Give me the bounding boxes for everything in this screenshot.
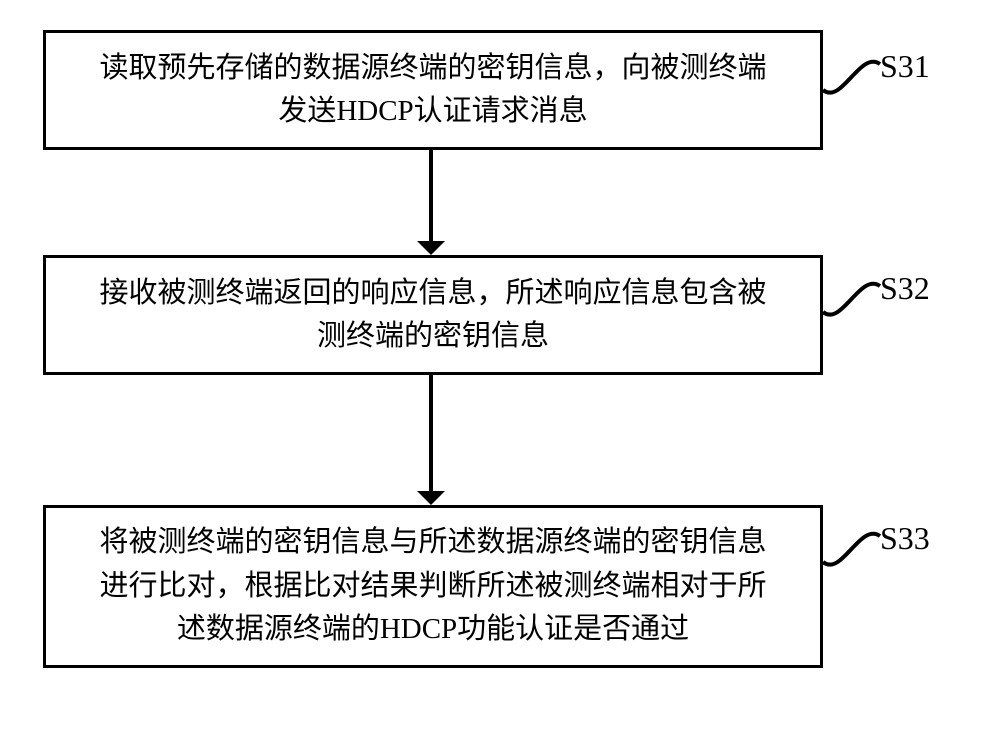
box-1-label: S31 — [880, 48, 930, 85]
arrow-2-shaft — [429, 375, 433, 491]
flowchart-canvas: 读取预先存储的数据源终端的密钥信息，向被测终端发送HDCP认证请求消息 S31 … — [0, 0, 1000, 740]
box-3-text: 将被测终端的密钥信息与所述数据源终端的密钥信息进行比对，根据比对结果判断所述被测… — [99, 521, 766, 652]
flowchart-box-2: 接收被测终端返回的响应信息，所述响应信息包含被测终端的密钥信息 — [43, 255, 823, 375]
arrow-2-head — [417, 491, 445, 505]
arrow-1-shaft — [429, 150, 433, 241]
flowchart-box-3: 将被测终端的密钥信息与所述数据源终端的密钥信息进行比对，根据比对结果判断所述被测… — [43, 505, 823, 668]
flowchart-box-1: 读取预先存储的数据源终端的密钥信息，向被测终端发送HDCP认证请求消息 — [43, 30, 823, 150]
arrow-1-head — [417, 241, 445, 255]
box-2-label: S32 — [880, 270, 930, 307]
box-2-text: 接收被测终端返回的响应信息，所述响应信息包含被测终端的密钥信息 — [99, 272, 766, 359]
box-1-text: 读取预先存储的数据源终端的密钥信息，向被测终端发送HDCP认证请求消息 — [99, 47, 766, 134]
box-3-label: S33 — [880, 520, 930, 557]
